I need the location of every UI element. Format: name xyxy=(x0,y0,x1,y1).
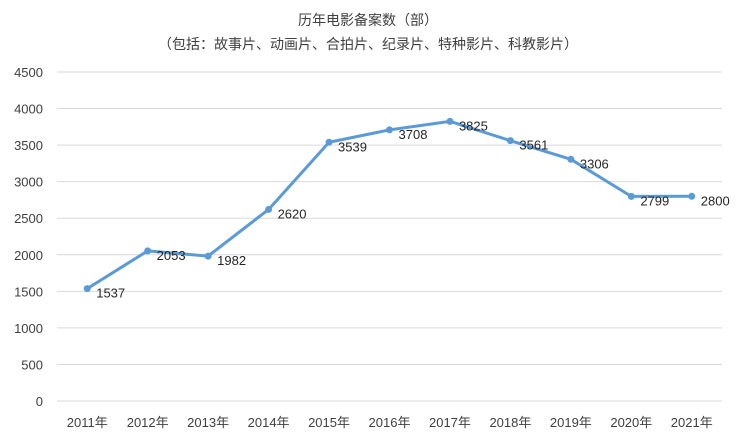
y-axis-ticks: 0 500 1000 1500 2000 2500 3000 3500 4000 4500 xyxy=(14,65,43,409)
data-point xyxy=(446,117,454,125)
series-line xyxy=(85,119,694,291)
series-layer xyxy=(83,117,696,293)
data-label: 3306 xyxy=(580,156,609,171)
y-tick-label: 4500 xyxy=(14,65,43,80)
data-point xyxy=(204,252,212,260)
x-tick-label: 2011年 xyxy=(67,415,108,430)
data-point xyxy=(627,192,635,200)
x-tick-label: 2015年 xyxy=(308,415,350,430)
chart-subtitle: （包括：故事片、动画片、合拍片、纪录片、特种影片、科教影片） xyxy=(158,37,578,53)
x-tick-label: 2012年 xyxy=(127,415,169,430)
data-point xyxy=(506,137,514,145)
data-point xyxy=(325,138,333,146)
data-label: 1982 xyxy=(217,253,246,268)
y-tick-label: 500 xyxy=(21,357,43,372)
data-point xyxy=(83,285,91,293)
data-point xyxy=(144,247,152,255)
data-label: 3825 xyxy=(459,118,488,133)
x-axis-ticks: 2011年 2012年 2013年 2014年 2015年 2016年 2017年 2018年… xyxy=(67,415,713,430)
data-point xyxy=(386,126,393,134)
y-tick-label: 1000 xyxy=(14,321,43,336)
data-point xyxy=(688,192,696,200)
x-tick-label: 2016年 xyxy=(369,415,411,430)
y-tick-label: 0 xyxy=(36,394,43,409)
data-label: 2053 xyxy=(157,248,186,263)
data-point xyxy=(567,155,575,163)
data-label: 2799 xyxy=(640,193,669,208)
y-tick-label: 3000 xyxy=(14,175,43,190)
x-tick-label: 2020年 xyxy=(610,415,652,430)
x-tick-label: 2018年 xyxy=(489,415,531,430)
x-tick-label: 2017年 xyxy=(429,415,471,430)
data-label: 3561 xyxy=(519,138,548,153)
data-label: 2620 xyxy=(278,206,307,221)
chart-title: 历年电影备案数（部） xyxy=(298,12,438,29)
y-tick-label: 1500 xyxy=(14,284,43,299)
y-tick-label: 4000 xyxy=(14,102,43,117)
y-tick-label: 2500 xyxy=(14,211,43,226)
x-tick-label: 2021年 xyxy=(671,415,713,430)
data-labels: 1537 2053 1982 2620 3539 3708 3825 3561 3306 2799… xyxy=(96,118,729,300)
x-tick-label: 2013年 xyxy=(187,415,229,430)
data-label: 3539 xyxy=(338,139,367,154)
x-tick-label: 2014年 xyxy=(248,415,290,430)
y-tick-label: 3500 xyxy=(14,138,43,153)
data-label: 2800 xyxy=(701,193,730,208)
gridlines xyxy=(57,71,722,402)
x-tick-label: 2019年 xyxy=(550,415,592,430)
y-tick-label: 2000 xyxy=(14,248,43,263)
data-point xyxy=(265,205,273,213)
data-label: 3708 xyxy=(399,127,428,142)
data-label: 1537 xyxy=(96,286,125,301)
